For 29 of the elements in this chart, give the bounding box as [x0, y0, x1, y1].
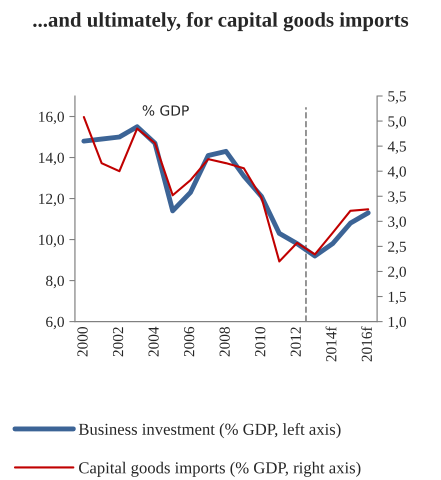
y2-tick-label: 4,5: [388, 141, 406, 154]
x-tick-label: 2006: [184, 326, 194, 356]
x-tick-label: 2010: [255, 327, 266, 356]
y2-tick-label: 3,5: [388, 191, 406, 204]
x-tick-label: 2004: [148, 326, 159, 356]
x-tick-label: 2014f: [326, 326, 336, 362]
y2-tick-label: 2,5: [388, 242, 406, 254]
legend-label: Capital goods imports (% GDP, right axis): [79, 462, 360, 477]
x-tick-label: 2000: [77, 327, 88, 356]
y-tick-label: 10,0: [39, 234, 64, 248]
y2-tick-label: 2,0: [388, 266, 406, 280]
y-tick-label: 16,0: [39, 112, 64, 124]
y-tick-label: 12,0: [39, 194, 64, 206]
y-tick-label: 6,0: [46, 316, 64, 330]
y2-tick-label: 5,0: [388, 116, 406, 129]
x-tick-label: 2012: [290, 327, 301, 356]
y-tick-label: 8,0: [46, 276, 64, 288]
legend-label: Business investment (% GDP, left axis): [78, 423, 341, 438]
y2-tick-label: 1,5: [388, 292, 406, 304]
y2-tick-label: 4,0: [388, 166, 406, 179]
x-tick-label: 2002: [112, 327, 124, 356]
x-tick-label: 2016f: [361, 326, 372, 362]
y2-tick-label: 5,5: [388, 91, 406, 104]
y2-tick-label: 1,0: [388, 316, 406, 330]
y-tick-label: 14,0: [39, 152, 64, 166]
annotation: % GDP: [142, 105, 189, 116]
chart-title: ...and ultimately, for capital goods imports: [33, 12, 408, 32]
x-tick-label: 2008: [220, 327, 230, 356]
y2-tick-label: 3,0: [388, 216, 406, 229]
